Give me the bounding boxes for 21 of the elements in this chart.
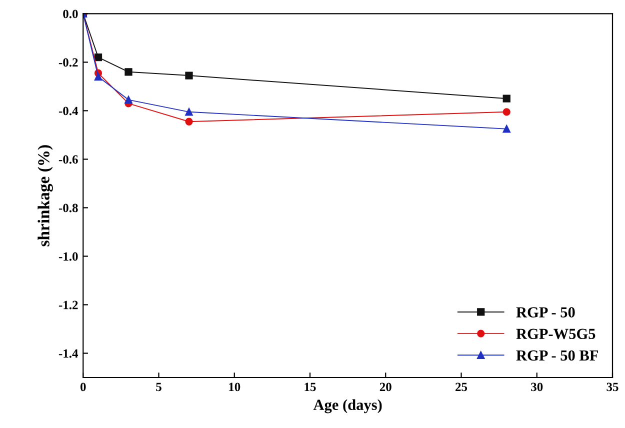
y-tick-label: -1.0 — [58, 252, 78, 261]
x-tick-label: 35 — [606, 382, 618, 392]
legend-label: RGP - 50 BF — [516, 350, 598, 361]
y-tick-label: -0.4 — [58, 106, 78, 116]
legend-label: RGP-W5G5 — [516, 328, 596, 340]
x-tick-label: 15 — [304, 382, 316, 392]
x-tick-label: 0 — [80, 382, 86, 392]
y-axis-title: shrinkage (%) — [38, 145, 53, 246]
x-axis-title: Age (days) — [313, 399, 382, 414]
y-tick-label: -0.6 — [58, 155, 78, 164]
legend-label: RGP - 50 — [516, 307, 575, 318]
x-tick-label: 25 — [456, 382, 468, 392]
y-tick-label: 0.0 — [63, 10, 78, 18]
x-tick-label: 10 — [229, 382, 240, 392]
y-tick-label: -1.4 — [58, 349, 78, 358]
y-tick-label: -1.2 — [58, 300, 78, 310]
y-tick-label: -0.2 — [58, 58, 78, 67]
x-tick-label: 5 — [156, 382, 162, 392]
x-tick-label: 20 — [380, 382, 392, 392]
x-tick-label: 30 — [531, 382, 543, 392]
y-tick-label: -0.8 — [58, 204, 78, 212]
